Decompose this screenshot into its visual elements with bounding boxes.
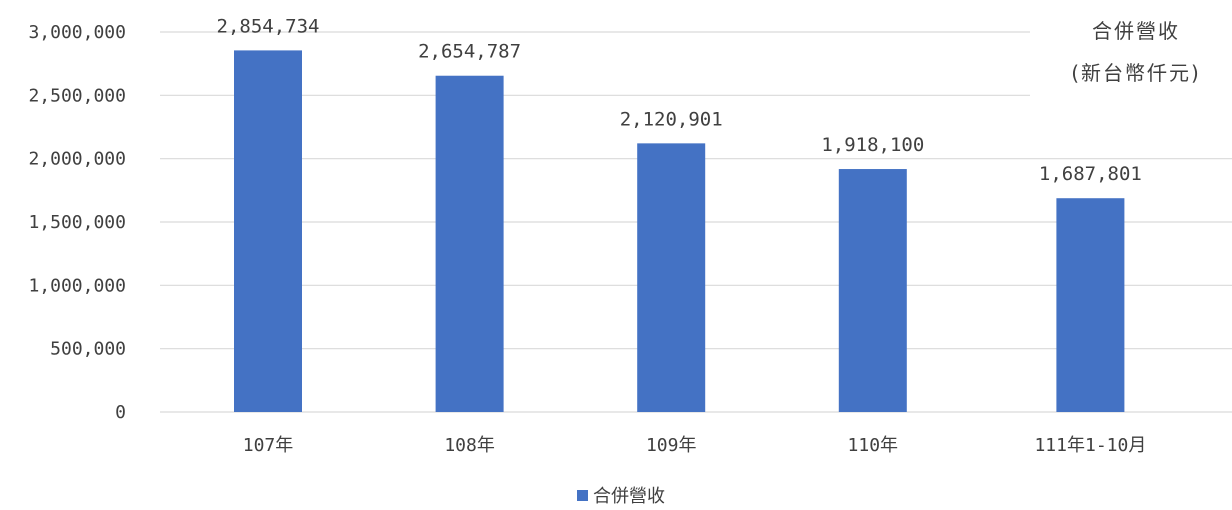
bar [838,169,907,412]
bar-value-label: 1,687,801 [1039,163,1142,185]
y-tick-label: 3,000,000 [28,22,126,43]
bars [234,50,1125,412]
bar [234,50,302,412]
y-tick-label: 0 [115,402,126,423]
bar-value-label: 1,918,100 [821,134,924,156]
x-tick-label: 109年 [646,435,697,456]
legend: 合併營收 [577,486,665,507]
x-tick-label: 107年 [243,435,294,456]
y-tick-label: 2,500,000 [28,85,126,106]
y-tick-label: 1,500,000 [28,212,126,233]
bar [1056,198,1125,412]
bar-value-label: 2,120,901 [620,108,723,130]
legend-swatch [577,490,588,501]
x-tick-label: 111年1-10月 [1034,435,1146,456]
bar-value-label: 2,854,734 [217,15,320,37]
unit-annotation-line2: (新台幣仟元) [1071,61,1201,85]
data-labels: 2,854,734 2,654,787 2,120,901 1,918,100 1,68… [217,15,1142,185]
x-tick-label: 108年 [444,435,495,456]
y-tick-label: 1,000,000 [28,275,126,296]
y-axis-ticks: 0 500,000 1,000,000 1,500,000 2,000,000 2,500… [28,22,126,423]
x-tick-label: 110年 [848,435,899,456]
y-tick-label: 2,000,000 [28,149,126,170]
x-axis-ticks: 107年 108年 109年 110年 111年1-10月 [243,435,1147,456]
bar [637,143,706,412]
legend-label: 合併營收 [593,486,665,507]
unit-annotation: 合併營收 (新台幣仟元) [1071,19,1201,85]
y-tick-label: 500,000 [50,339,126,360]
bar [435,75,504,412]
unit-annotation-line1: 合併營收 [1092,19,1180,43]
bar-value-label: 2,654,787 [418,41,521,63]
